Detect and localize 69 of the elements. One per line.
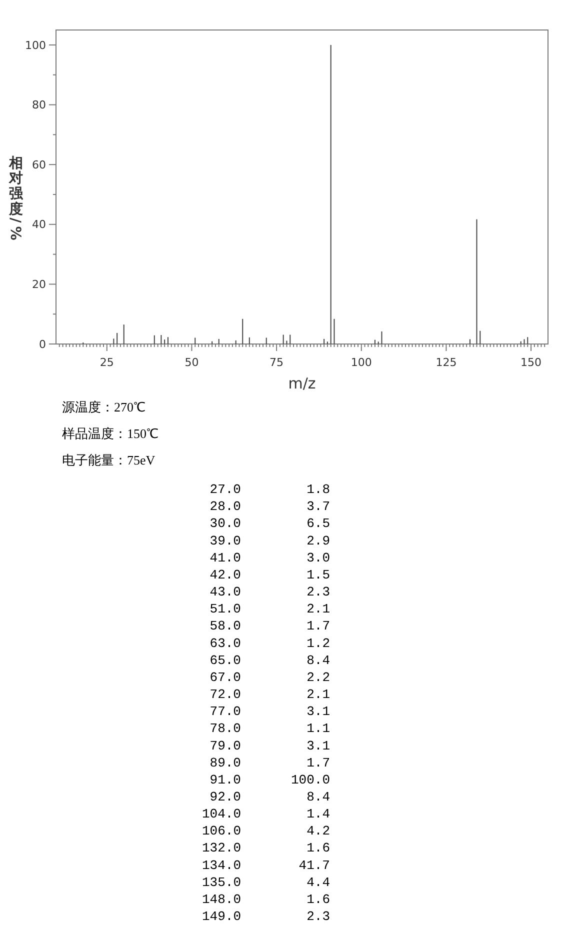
text: 2.2 bbox=[306, 670, 330, 685]
category-label: 89.0 bbox=[210, 755, 241, 770]
text: 2.1 bbox=[306, 602, 330, 617]
y-tick-label: 60 bbox=[32, 158, 46, 172]
category-label: 106.0 bbox=[202, 824, 241, 839]
text: 2.3 bbox=[306, 584, 330, 600]
category-label: 39.0 bbox=[210, 533, 241, 548]
text: 源温度：270℃ bbox=[62, 400, 146, 415]
category-label: 77.0 bbox=[210, 704, 241, 720]
text: 1.6 bbox=[306, 892, 330, 907]
category-label: 41.0 bbox=[210, 550, 241, 566]
text: 4.2 bbox=[306, 824, 330, 839]
text: 1.7 bbox=[306, 755, 330, 770]
x-axis-title: m/z bbox=[288, 374, 316, 392]
category-label: 78.0 bbox=[210, 721, 241, 736]
x-tick-label: 50 bbox=[184, 356, 199, 369]
category-label: 28.0 bbox=[210, 499, 241, 514]
category-label: 92.0 bbox=[210, 789, 241, 804]
text: 1.4 bbox=[306, 806, 330, 822]
text: 1.2 bbox=[306, 636, 330, 651]
category-label: 104.0 bbox=[202, 806, 241, 822]
text: 1.1 bbox=[306, 721, 330, 736]
category-label: 43.0 bbox=[210, 584, 241, 600]
y-tick-label: 0 bbox=[39, 338, 46, 351]
category-label: 135.0 bbox=[202, 874, 241, 890]
text: 6.5 bbox=[306, 516, 330, 532]
text: 41.7 bbox=[298, 858, 330, 873]
text: 4.4 bbox=[306, 874, 330, 890]
category-label: 79.0 bbox=[210, 738, 241, 754]
text: 1.5 bbox=[306, 567, 330, 582]
category-label: 27.0 bbox=[210, 482, 241, 498]
category-label: 42.0 bbox=[210, 567, 241, 582]
x-tick-label: 150 bbox=[520, 356, 542, 369]
y-tick-label: 100 bbox=[25, 38, 46, 52]
text: 3.1 bbox=[306, 738, 330, 754]
y-tick-label: 20 bbox=[32, 278, 46, 292]
text: 100.0 bbox=[290, 772, 330, 788]
text: 2.3 bbox=[306, 909, 330, 924]
text: 1.7 bbox=[306, 618, 330, 634]
text: 电子能量：75eV bbox=[62, 452, 156, 468]
text: 8.4 bbox=[306, 652, 330, 668]
category-label: 134.0 bbox=[202, 858, 241, 873]
x-tick-label: 100 bbox=[350, 356, 372, 369]
text: 3.7 bbox=[306, 499, 330, 514]
category-label: 132.0 bbox=[202, 840, 241, 856]
category-label: 91.0 bbox=[210, 772, 241, 788]
category-label: 72.0 bbox=[210, 687, 241, 702]
y-tick-label: 80 bbox=[32, 98, 46, 112]
text: 1.8 bbox=[306, 482, 330, 498]
text: 8.4 bbox=[306, 789, 330, 804]
text: 2.1 bbox=[306, 687, 330, 702]
category-label: 58.0 bbox=[210, 618, 241, 634]
y-axis-title: 相对强度/% bbox=[6, 155, 24, 240]
category-label: 51.0 bbox=[210, 602, 241, 617]
text: 3.0 bbox=[306, 550, 330, 566]
text: 1.6 bbox=[306, 840, 330, 856]
text: 2.9 bbox=[306, 533, 330, 548]
x-tick-label: 75 bbox=[270, 356, 284, 369]
y-tick-label: 40 bbox=[32, 218, 46, 232]
category-label: 30.0 bbox=[210, 516, 241, 532]
x-tick-label: 125 bbox=[436, 356, 457, 369]
category-label: 65.0 bbox=[210, 652, 241, 668]
category-label: 67.0 bbox=[210, 670, 241, 685]
text: 样品温度：150℃ bbox=[62, 426, 158, 442]
category-label: 63.0 bbox=[210, 636, 241, 651]
category-label: 148.0 bbox=[202, 892, 241, 907]
category-label: 149.0 bbox=[202, 909, 241, 924]
text: 3.1 bbox=[306, 704, 330, 720]
x-tick-label: 25 bbox=[100, 356, 114, 369]
